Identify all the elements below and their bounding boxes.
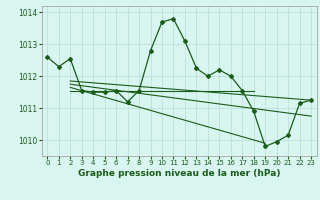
X-axis label: Graphe pression niveau de la mer (hPa): Graphe pression niveau de la mer (hPa) bbox=[78, 169, 280, 178]
